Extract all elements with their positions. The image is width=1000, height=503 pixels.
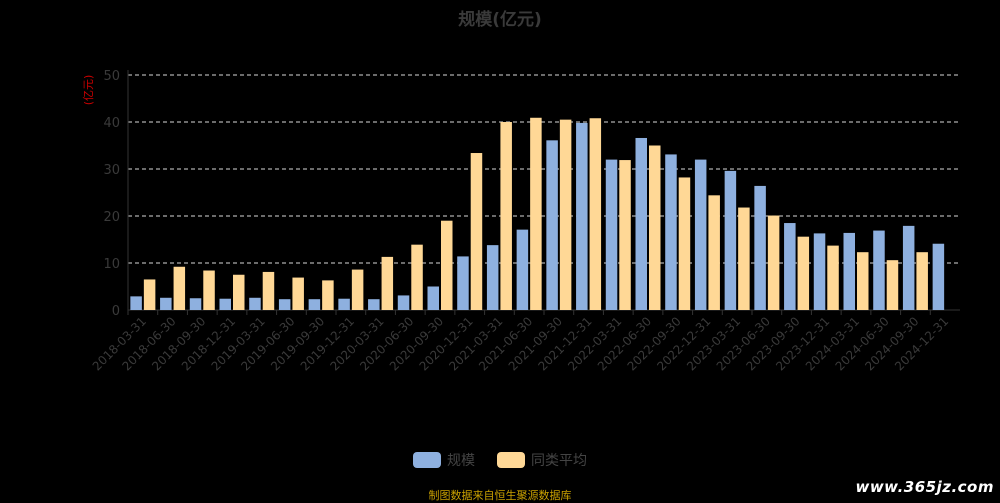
bar-peer-average[interactable] <box>827 245 839 310</box>
bar-peer-average[interactable] <box>797 236 810 310</box>
bar-scale[interactable] <box>813 233 826 310</box>
bar-peer-average[interactable] <box>857 252 869 310</box>
bar-peer-average[interactable] <box>292 277 304 310</box>
bar-peer-average[interactable] <box>708 195 720 310</box>
bar-peer-average[interactable] <box>886 260 899 310</box>
bar-peer-average[interactable] <box>351 269 364 310</box>
bar-scale[interactable] <box>754 185 766 310</box>
y-tick-label: 0 <box>112 304 120 319</box>
bar-peer-average[interactable] <box>411 244 423 310</box>
bars <box>130 117 945 311</box>
y-tick-label: 30 <box>103 163 120 178</box>
bar-peer-average[interactable] <box>381 256 394 310</box>
bar-scale[interactable] <box>427 286 440 311</box>
bar-scale[interactable] <box>843 232 856 310</box>
bar-peer-average[interactable] <box>500 122 512 310</box>
bar-peer-average[interactable] <box>767 215 780 310</box>
bar-peer-average[interactable] <box>559 119 572 311</box>
source-note: 制图数据来自恒生聚源数据库 <box>428 489 572 502</box>
bar-scale[interactable] <box>160 297 172 310</box>
bar-scale[interactable] <box>278 299 291 310</box>
grid-lines <box>128 74 960 264</box>
bar-scale[interactable] <box>189 298 202 310</box>
watermark: www.365jz.com <box>855 478 994 496</box>
bar-peer-average[interactable] <box>203 270 215 310</box>
bar-scale[interactable] <box>724 170 737 310</box>
legend-label-peer-average: 同类平均 <box>531 453 587 469</box>
bar-peer-average[interactable] <box>619 160 631 310</box>
bar-peer-average[interactable] <box>233 274 245 310</box>
y-tick-label: 40 <box>103 116 120 131</box>
bar-scale[interactable] <box>368 299 380 310</box>
legend: 规模 同类平均 <box>0 450 1000 470</box>
bar-scale[interactable] <box>635 137 648 310</box>
bar-peer-average[interactable] <box>470 153 483 310</box>
y-tick-label: 20 <box>103 210 120 225</box>
bar-peer-average[interactable] <box>322 280 334 310</box>
bar-scale[interactable] <box>902 225 915 310</box>
bar-peer-average[interactable] <box>649 145 661 311</box>
bar-scale[interactable] <box>308 299 321 310</box>
bar-peer-average[interactable] <box>173 266 186 310</box>
bar-scale[interactable] <box>546 140 558 310</box>
bar-peer-average[interactable] <box>143 279 156 310</box>
bar-scale[interactable] <box>219 298 232 310</box>
bar-scale[interactable] <box>932 243 945 310</box>
bar-peer-average[interactable] <box>589 118 602 311</box>
bar-scale[interactable] <box>694 159 707 310</box>
y-tick-label: 50 <box>103 69 120 84</box>
bar-peer-average[interactable] <box>678 177 691 310</box>
bar-scale[interactable] <box>486 245 499 310</box>
bar-scale[interactable] <box>397 295 410 310</box>
bar-scale[interactable] <box>130 296 142 310</box>
bar-scale[interactable] <box>249 297 261 310</box>
bar-scale[interactable] <box>605 159 618 310</box>
bar-scale[interactable] <box>873 230 885 310</box>
bar-peer-average[interactable] <box>916 252 928 310</box>
bar-scale[interactable] <box>576 122 588 310</box>
bar-scale[interactable] <box>457 256 469 310</box>
bar-scale[interactable] <box>516 229 529 310</box>
legend-swatch-peer-average <box>497 452 525 468</box>
bar-peer-average[interactable] <box>262 271 275 310</box>
legend-item-scale[interactable]: 规模 <box>413 450 475 470</box>
bar-peer-average[interactable] <box>738 207 750 310</box>
bar-scale[interactable] <box>665 154 677 310</box>
bar-scale[interactable] <box>784 223 796 310</box>
tick-labels: 010203040502018-03-312018-06-302018-09-3… <box>90 69 952 373</box>
legend-swatch-scale <box>413 452 441 468</box>
y-tick-label: 10 <box>103 257 120 272</box>
bar-peer-average[interactable] <box>530 117 542 311</box>
y-axis-label: (亿元) <box>82 75 95 106</box>
bar-peer-average[interactable] <box>441 220 453 310</box>
legend-label-scale: 规模 <box>447 453 475 469</box>
legend-item-peer-average[interactable]: 同类平均 <box>497 450 587 470</box>
chart-title: 规模(亿元) <box>458 10 542 30</box>
bar-scale[interactable] <box>338 298 350 310</box>
